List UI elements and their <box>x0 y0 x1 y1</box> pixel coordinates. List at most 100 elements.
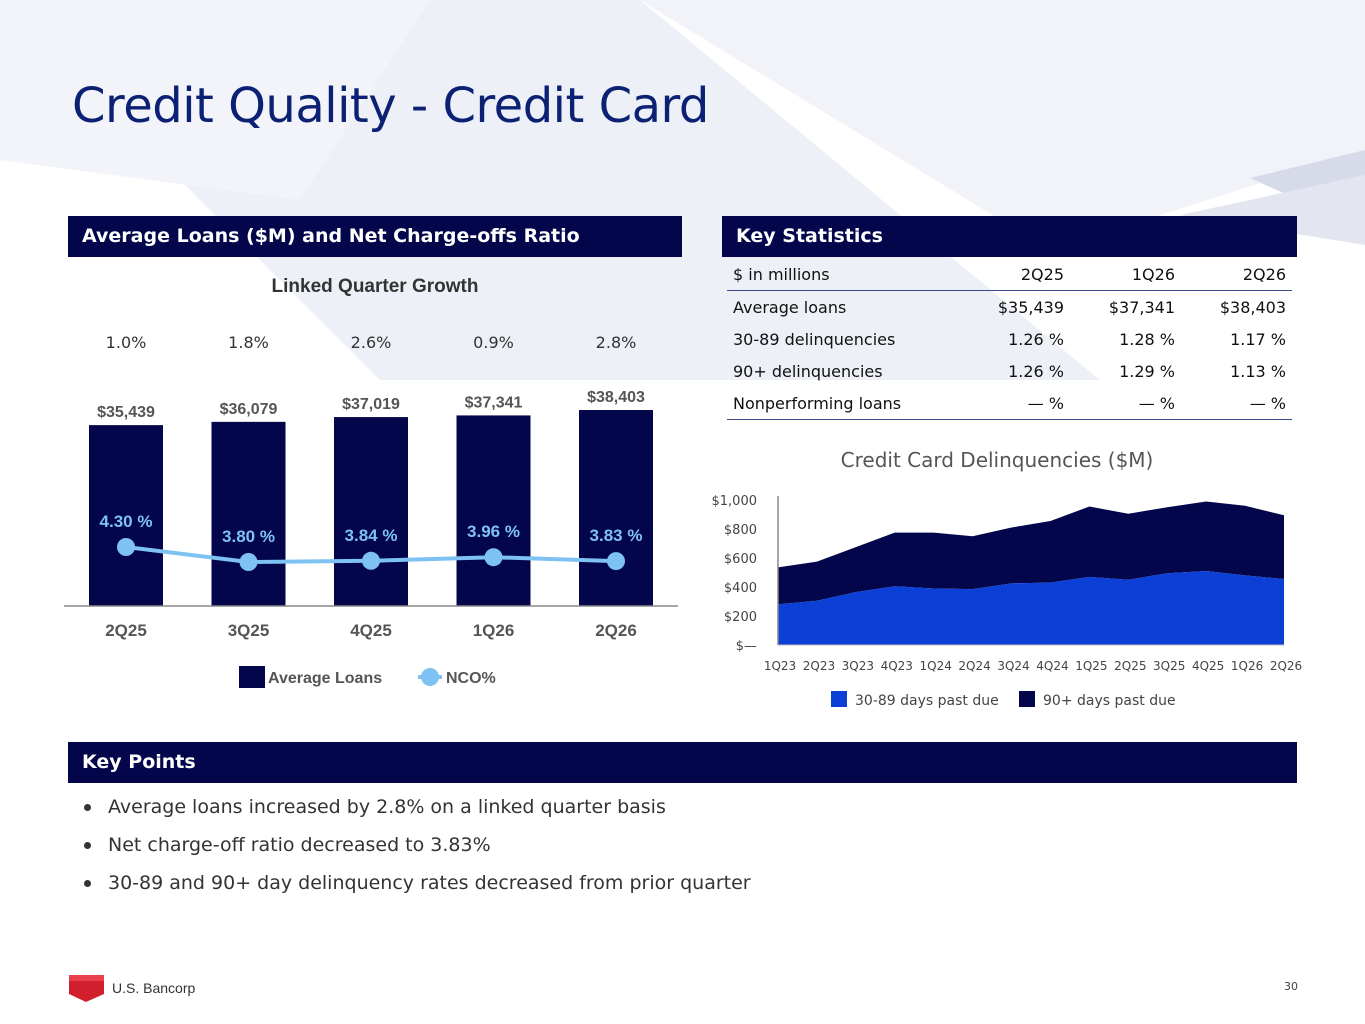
key-statistics-table: $ in millions 2Q25 1Q26 2Q26 Average loa… <box>727 258 1292 420</box>
growth-label: 1.0% <box>106 333 147 352</box>
loan-bar <box>456 415 531 606</box>
x-tick-label: 2Q23 <box>803 659 835 673</box>
legend-swatch-30-89 <box>831 691 847 707</box>
x-tick-label: 2Q25 <box>105 621 147 640</box>
x-tick-label: 1Q24 <box>920 659 952 673</box>
logo-text: U.S. Bancorp <box>112 980 196 996</box>
legend-label: 30-89 days past due <box>855 693 999 709</box>
x-tick-label: 1Q26 <box>1231 659 1263 673</box>
area-90-plus <box>778 501 1284 605</box>
table-cell: — % <box>1070 387 1181 420</box>
bar-value-label: $36,079 <box>220 401 278 418</box>
x-tick-label: 2Q26 <box>1270 659 1302 673</box>
table-row: 30-89 delinquencies 1.26 % 1.28 % 1.17 % <box>727 323 1292 355</box>
table-row: Average loans $35,439 $37,341 $38,403 <box>727 291 1292 324</box>
x-tick-label: 1Q23 <box>764 659 796 673</box>
table-cell: 30-89 delinquencies <box>733 329 896 349</box>
x-tick-label: 1Q25 <box>1075 659 1107 673</box>
table-header-cell: 2Q25 <box>959 258 1070 291</box>
growth-label: 2.6% <box>351 333 392 352</box>
y-tick-label: $400 <box>724 581 757 596</box>
area-30-89 <box>778 571 1284 645</box>
x-tick-label: 4Q25 <box>1192 659 1224 673</box>
growth-label: 0.9% <box>473 333 514 352</box>
table-header-row: $ in millions 2Q25 1Q26 2Q26 <box>727 258 1292 291</box>
legend-label: Average Loans <box>268 670 382 687</box>
table-row: 90+ delinquencies 1.26 % 1.29 % 1.13 % <box>727 355 1292 387</box>
table-header-cell: $ in millions <box>727 258 959 291</box>
key-point-item: 30-89 and 90+ day delinquency rates decr… <box>82 866 751 904</box>
table-cell: Nonperforming loans <box>727 387 959 420</box>
bullet-icon <box>84 842 91 849</box>
key-point-text: Net charge-off ratio decreased to 3.83% <box>108 834 491 856</box>
key-point-text: Average loans increased by 2.8% on a lin… <box>108 796 666 818</box>
x-tick-label: 2Q24 <box>958 659 990 673</box>
nco-point <box>117 538 135 556</box>
table-cell: Average loans <box>733 297 847 317</box>
shield-logo-icon <box>69 975 104 1002</box>
table-cell: $38,403 <box>1219 297 1286 317</box>
legend-swatch-nco <box>421 668 439 686</box>
nco-point <box>239 553 258 571</box>
nco-point <box>484 548 503 567</box>
x-tick-label: 2Q26 <box>595 621 637 640</box>
y-tick-label: $800 <box>724 523 757 538</box>
bar-value-label: $37,019 <box>342 396 400 413</box>
table-header-cell: 1Q26 <box>1070 258 1181 291</box>
x-tick-label: 3Q23 <box>842 659 874 673</box>
x-tick-label: 3Q25 <box>1153 659 1185 673</box>
nco-point <box>362 551 380 570</box>
chart-title: Linked Quarter Growth <box>272 276 479 297</box>
table-cell: 1.28 % <box>1119 329 1175 349</box>
nco-value-label: 3.96 % <box>467 522 520 541</box>
legend-label: NCO% <box>446 670 496 687</box>
page-title: Credit Quality - Credit Card <box>72 78 709 134</box>
nco-value-label: 3.84 % <box>345 526 398 545</box>
key-point-text: 30-89 and 90+ day delinquency rates decr… <box>108 872 751 894</box>
company-logo: U.S. Bancorp <box>68 972 228 1004</box>
growth-label: 2.8% <box>596 333 637 352</box>
key-points-list: Average loans increased by 2.8% on a lin… <box>82 790 751 904</box>
y-tick-label: $200 <box>724 610 757 625</box>
x-tick-label: 2Q25 <box>1114 659 1146 673</box>
table-cell: — % <box>959 387 1070 420</box>
table-cell: 1.26 % <box>1008 329 1064 349</box>
legend-swatch-90-plus <box>1019 691 1035 707</box>
bar-value-label: $38,403 <box>587 389 645 406</box>
legend-swatch-average-loans <box>239 666 265 688</box>
table-cell: 90+ delinquencies <box>733 361 883 381</box>
x-tick-label: 4Q24 <box>1036 659 1068 673</box>
loan-bar <box>89 425 163 606</box>
bullet-icon <box>84 880 91 887</box>
loan-bar <box>211 421 286 606</box>
bullet-icon <box>84 804 91 811</box>
loan-bar <box>579 410 653 606</box>
bar-value-label: $37,341 <box>465 394 523 411</box>
y-tick-label: $— <box>736 639 757 654</box>
table-cell: — % <box>1181 387 1292 420</box>
y-tick-label: $600 <box>724 552 757 567</box>
x-tick-label: 3Q25 <box>228 621 270 640</box>
nco-point <box>607 552 625 571</box>
x-tick-label: 4Q25 <box>350 621 392 640</box>
table-row: Nonperforming loans — % — % — % <box>727 387 1292 420</box>
nco-value-label: 3.83 % <box>590 526 643 545</box>
key-points-header: Key Points <box>68 742 1297 783</box>
table-cell: 1.17 % <box>1230 329 1286 349</box>
loans-nco-chart: Linked Quarter Growth 1.0% 1.8% 2.6% 0.9% 2.8… <box>64 276 678 688</box>
loan-bar <box>334 417 408 606</box>
table-cell: 1.26 % <box>1008 361 1064 381</box>
table-cell: 1.29 % <box>1119 361 1175 381</box>
chart-title: Credit Card Delinquencies ($M) <box>841 448 1154 472</box>
growth-label: 1.8% <box>228 333 269 352</box>
delinquencies-chart: Credit Card Delinquencies ($M) $— $200 $400… <box>712 448 1303 709</box>
nco-value-label: 3.80 % <box>222 527 275 546</box>
x-tick-label: 3Q24 <box>997 659 1029 673</box>
nco-value-label: 4.30 % <box>100 512 153 531</box>
page-number: 30 <box>1284 980 1298 993</box>
key-point-item: Average loans increased by 2.8% on a lin… <box>82 790 751 828</box>
key-point-item: Net charge-off ratio decreased to 3.83% <box>82 828 751 866</box>
key-statistics-header: Key Statistics <box>722 216 1297 257</box>
loans-section-header: Average Loans ($M) and Net Charge-offs R… <box>68 216 682 257</box>
bar-value-label: $35,439 <box>97 404 155 421</box>
